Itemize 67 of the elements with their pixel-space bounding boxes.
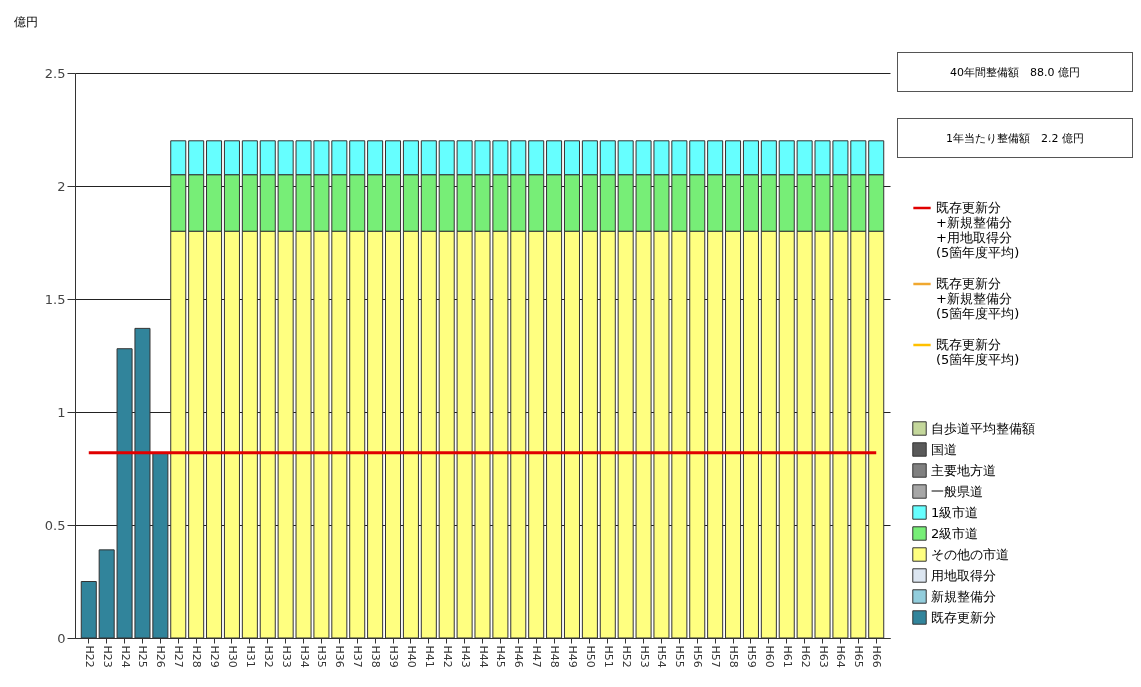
y-tick-label: 1 <box>57 404 66 420</box>
y-tick-label: 0.5 <box>44 517 66 533</box>
legend-label: 既存更新分 <box>931 609 996 625</box>
x-tick-label: H52 <box>619 645 633 668</box>
x-tick-label: H62 <box>798 645 812 668</box>
x-tick-label: H54 <box>655 645 669 668</box>
x-tick-label: H50 <box>583 645 597 668</box>
x-tick-label: H29 <box>208 645 222 668</box>
x-tick-label: H47 <box>530 645 544 668</box>
x-tick-label: H66 <box>870 645 884 668</box>
x-tick-label: H33 <box>279 645 293 668</box>
x-tick-label: H56 <box>691 645 705 668</box>
y-tick-label: 2.5 <box>44 65 66 81</box>
x-tick-label: H53 <box>637 645 651 668</box>
legend-label: 自歩道平均整備額 <box>931 420 1035 436</box>
x-tick-label: H23 <box>100 645 114 668</box>
legend-label: 2級市道 <box>931 525 979 541</box>
x-tick-label: H57 <box>709 645 723 668</box>
x-tick-label: H31 <box>243 645 257 668</box>
x-tick-label: H39 <box>387 645 401 668</box>
x-tick-label: H37 <box>351 645 365 668</box>
x-tick-label: H65 <box>852 645 866 668</box>
legend-label: 既存更新分 +新規整備分 +用地取得分 (5箇年度平均) <box>936 200 1020 260</box>
x-tick-label: H25 <box>136 645 150 668</box>
x-tick-label: H32 <box>261 645 275 668</box>
text: 40年間整備額 88.0 億円 <box>897 52 1133 92</box>
legend-label: 用地取得分 <box>931 567 996 583</box>
legend-label: 主要地方道 <box>931 462 996 478</box>
x-tick-label: H44 <box>476 645 490 668</box>
x-tick-label: H49 <box>565 645 579 668</box>
x-tick-label: H30 <box>225 645 239 668</box>
legend-label: 既存更新分 (5箇年度平均) <box>936 337 1020 367</box>
x-tick-label: H28 <box>190 645 204 668</box>
legend-label: 既存更新分 +新規整備分 (5箇年度平均) <box>936 276 1020 321</box>
x-tick-label: H41 <box>422 645 436 668</box>
x-tick-label: H43 <box>458 645 472 668</box>
x-tick-label: H63 <box>816 645 830 668</box>
legend-label: 新規整備分 <box>931 588 996 604</box>
y-tick-label: 2 <box>57 178 66 194</box>
x-tick-label: H46 <box>512 645 526 668</box>
legend-label: 1級市道 <box>931 504 979 520</box>
x-tick-label: H22 <box>82 645 96 668</box>
x-tick-label: H24 <box>118 645 132 668</box>
x-tick-label: H48 <box>548 645 562 668</box>
x-tick-label: H27 <box>172 645 186 668</box>
x-tick-label: H55 <box>673 645 687 668</box>
x-tick-label: H58 <box>727 645 741 668</box>
x-tick-label: H35 <box>315 645 329 668</box>
x-tick-label: H34 <box>297 645 311 668</box>
x-tick-label: H38 <box>369 645 383 668</box>
legend-label: 国道 <box>931 441 957 457</box>
x-tick-label: H40 <box>404 645 418 668</box>
x-tick-label: H26 <box>154 645 168 668</box>
x-tick-label: H59 <box>744 645 758 668</box>
x-tick-label: H60 <box>762 645 776 668</box>
legend-label: 一般県道 <box>931 483 983 499</box>
x-tick-label: H51 <box>601 645 615 668</box>
y-tick-label: 1.5 <box>44 291 66 307</box>
text: 1年当たり整備額 2.2 億円 <box>897 118 1133 158</box>
y-axis-title: 億円 <box>13 14 38 29</box>
y-tick-label: 0 <box>57 630 66 646</box>
x-tick-label: H42 <box>440 645 454 668</box>
x-tick-label: H36 <box>333 645 347 668</box>
x-tick-label: H61 <box>780 645 794 668</box>
x-tick-label: H64 <box>834 645 848 668</box>
x-tick-label: H45 <box>494 645 508 668</box>
legend-label: その他の市道 <box>931 546 1009 562</box>
